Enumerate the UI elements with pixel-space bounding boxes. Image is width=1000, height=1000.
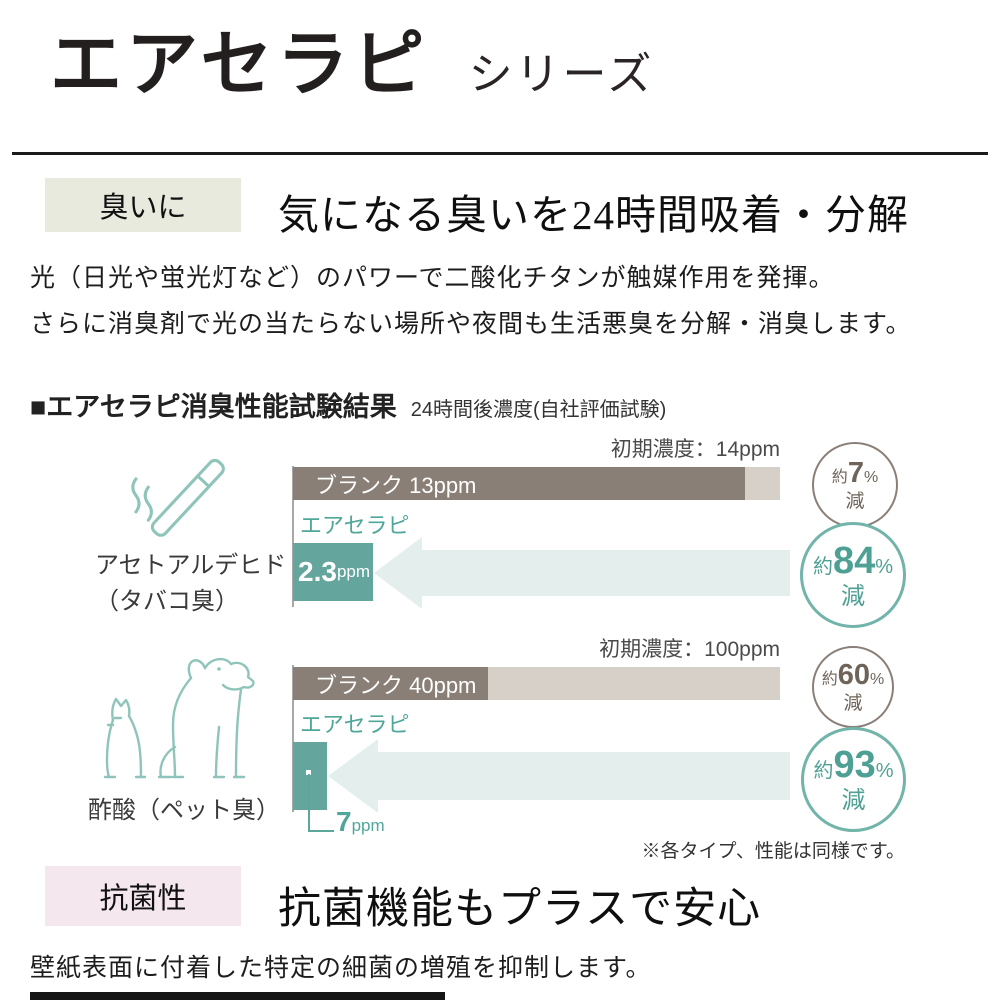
- odor-label: 酢酸（ペット臭）: [88, 797, 280, 824]
- airtherapy-row-label: エアセラピ: [300, 513, 410, 538]
- approx-label: 約: [821, 671, 838, 688]
- results-header: ■エアセラピ消臭性能試験結果 24時間後濃度(自社評価試験): [30, 385, 666, 424]
- reduction-badge-blank: 約 7% 減: [812, 442, 898, 528]
- arrow-head: [374, 537, 422, 609]
- cigarette-icon: [105, 450, 270, 545]
- percent-sign: %: [863, 469, 879, 486]
- page-title: エアセラピ シリーズ: [50, 22, 654, 108]
- reduction-word: 減: [843, 693, 863, 714]
- series-suffix: シリーズ: [468, 50, 655, 99]
- approx-label: 約: [812, 555, 833, 578]
- chart-axis-line: [292, 665, 294, 812]
- reduction-percent: 7: [847, 457, 864, 489]
- results-subtitle: 24時間後濃度(自社評価試験): [410, 399, 667, 421]
- arrow-body: [422, 550, 790, 596]
- blank-bar-fill: ブランク 40ppm: [293, 667, 488, 700]
- blank-bar-label: ブランク 40ppm: [315, 672, 477, 698]
- deodorant-heading: 気になる臭いを24時間吸着・分解: [278, 192, 909, 238]
- approx-label: 約: [831, 469, 848, 486]
- airtherapy-unit: ppm: [351, 816, 385, 835]
- reduction-badge-airtherapy: 約 84% 減: [800, 522, 906, 628]
- series-name: エアセラピ: [50, 25, 429, 105]
- blank-bar: ブランク 40ppm: [293, 667, 780, 700]
- intro-line-2: さらに消臭剤で光の当たらない場所や夜間も生活悪臭を分解・消臭します。: [30, 311, 912, 338]
- percent-sign: %: [875, 555, 894, 578]
- approx-label: 約: [813, 760, 834, 782]
- airtherapy-row-label: エアセラピ: [300, 712, 410, 737]
- arrow-head: [328, 739, 378, 813]
- reduction-badge-airtherapy: 約 93% 減: [801, 727, 906, 832]
- reduction-word: 減: [845, 491, 865, 512]
- arrow-body: [378, 752, 790, 800]
- blank-bar-label: ブランク 13ppm: [315, 472, 477, 498]
- reduction-word: 減: [841, 787, 866, 814]
- airtherapy-value: 2.3: [298, 556, 337, 587]
- airtherapy-value: 7: [336, 806, 352, 837]
- title-divider: [12, 152, 988, 155]
- blank-bar: ブランク 13ppm: [293, 467, 780, 500]
- airtherapy-bar: 2.3 ppm: [293, 543, 373, 601]
- performance-note: ※各タイプ、性能は同様です。: [641, 841, 905, 862]
- percent-sign: %: [870, 671, 885, 688]
- intro-line-1: 光（日光や蛍光灯など）のパワーで二酸化チタンが触媒作用を発揮。: [30, 265, 835, 292]
- callout-line: [308, 774, 334, 832]
- blank-bar-fill: ブランク 13ppm: [293, 467, 746, 500]
- initial-concentration-label: 初期濃度：14ppm: [610, 438, 780, 461]
- reduction-badge-blank: 約 60% 減: [812, 646, 894, 728]
- deodorant-tag: 臭いに: [45, 178, 241, 232]
- cutoff-section-bar: [30, 992, 445, 1000]
- decrease-arrow-icon: [374, 537, 790, 609]
- odor-sublabel: （タバコ臭）: [95, 588, 239, 615]
- reduction-percent: 60: [837, 659, 871, 691]
- cat-dog-icon: [95, 652, 285, 782]
- airtherapy-bar: [293, 742, 328, 810]
- odor-label: アセトアルデヒド: [95, 552, 287, 579]
- reduction-percent: 93: [833, 744, 876, 786]
- initial-concentration-label: 初期濃度：100ppm: [599, 638, 780, 661]
- decrease-arrow-icon: [328, 739, 790, 813]
- reduction-word: 減: [841, 582, 865, 610]
- antibacterial-body: 壁紙表面に付着した特定の細菌の増殖を抑制します。: [30, 955, 652, 982]
- callout-dot: [306, 770, 311, 775]
- results-title: ■エアセラピ消臭性能試験結果: [30, 392, 397, 422]
- antibacterial-heading: 抗菌機能もプラスで安心: [278, 886, 762, 933]
- airtherapy-value-callout: 7 ppm: [336, 806, 385, 838]
- reduction-percent: 84: [832, 539, 876, 582]
- percent-sign: %: [875, 760, 894, 782]
- antibacterial-tag: 抗菌性: [45, 866, 241, 926]
- airtherapy-unit: ppm: [336, 562, 371, 581]
- chart-axis-line: [292, 466, 294, 607]
